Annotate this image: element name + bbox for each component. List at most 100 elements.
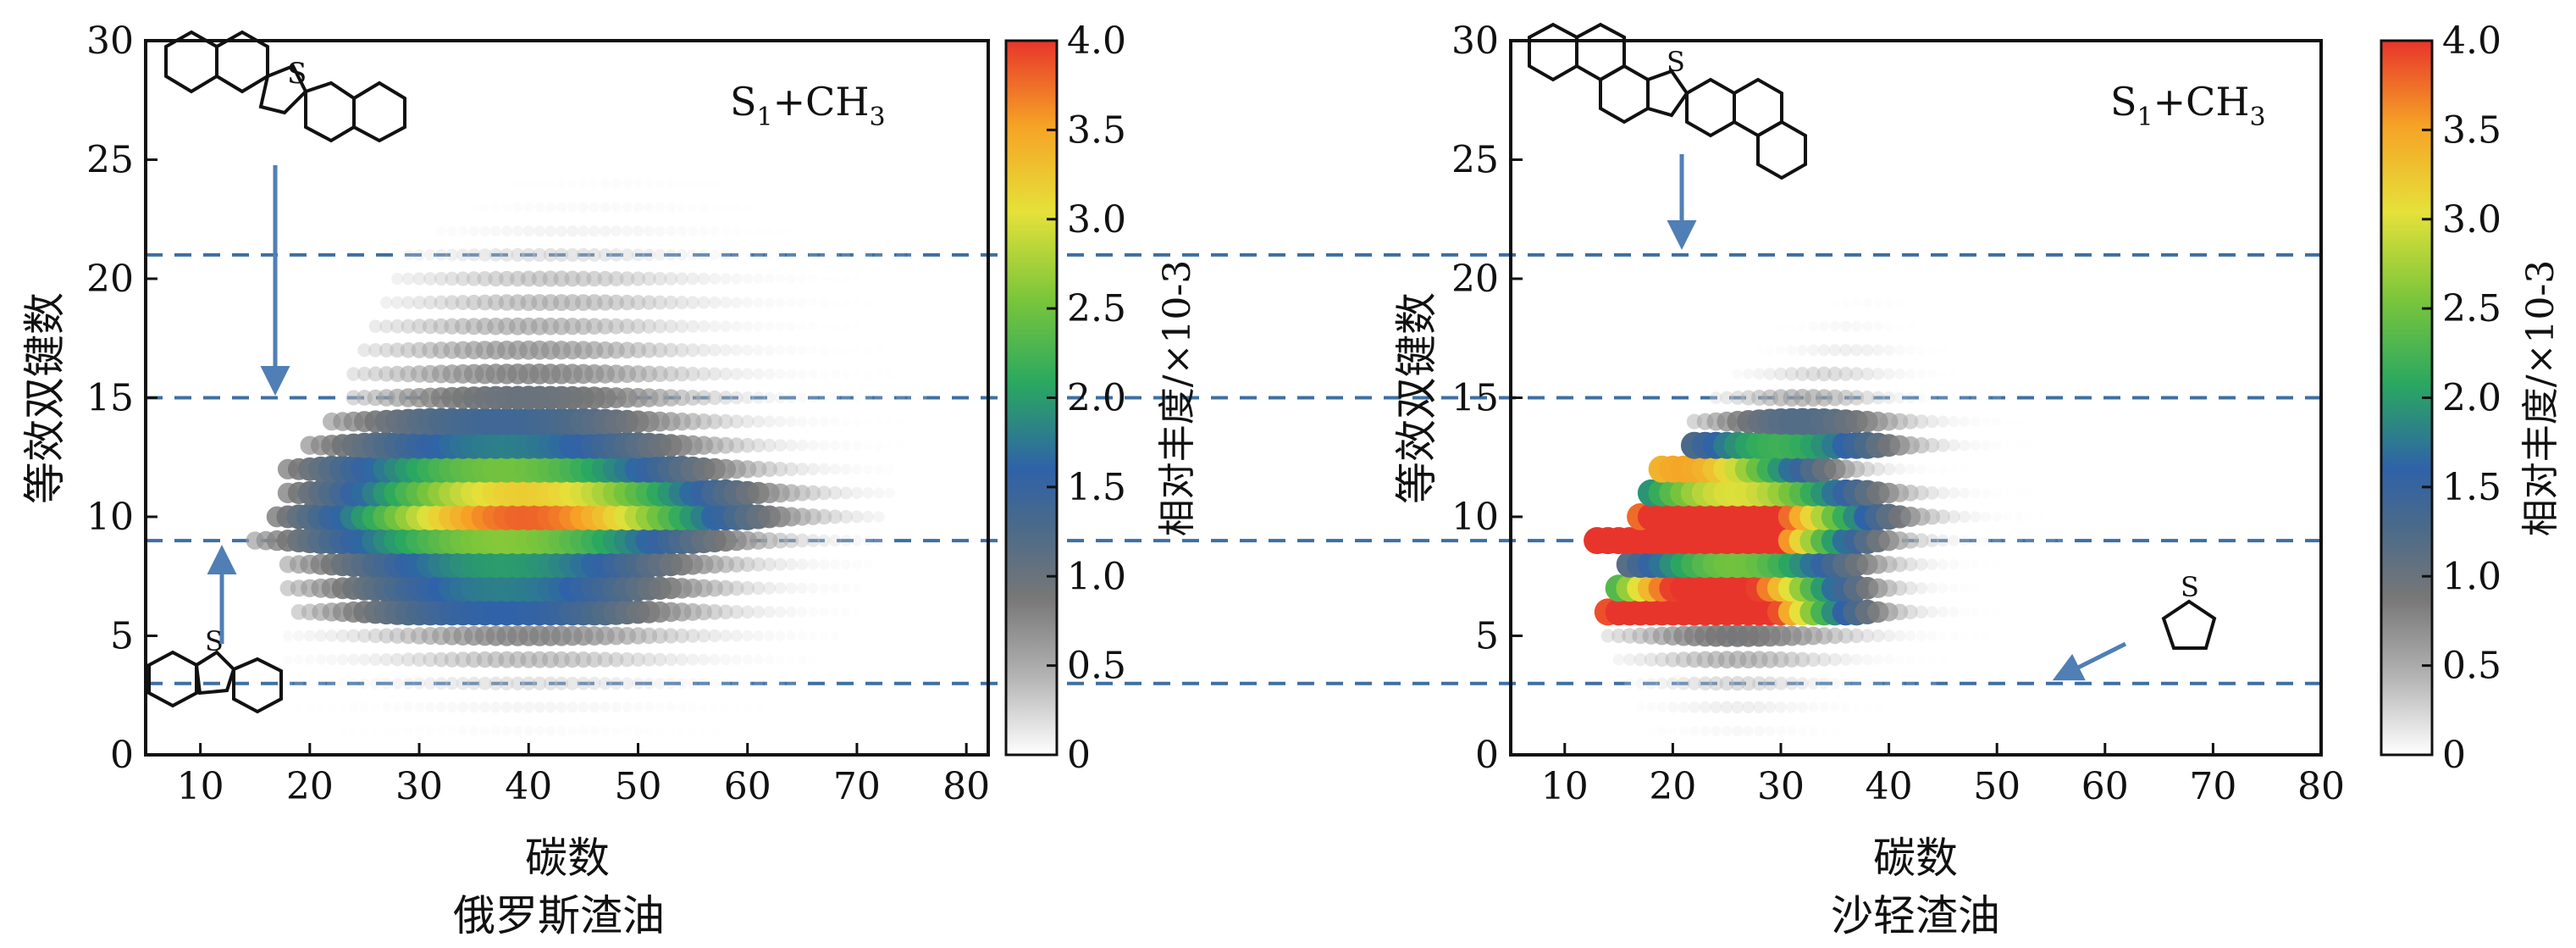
data-point [423,272,437,286]
data-point [402,249,414,261]
data-point [885,322,894,331]
data-point [1916,679,1926,688]
data-point [1644,652,1658,667]
data-point [772,462,788,477]
data-point [807,583,819,594]
data-point [841,392,851,403]
data-point [1851,702,1861,712]
data-point [786,297,797,308]
data-point [709,653,721,666]
data-point [1861,654,1873,666]
data-point [797,321,807,331]
x-tick-label: 70 [833,765,881,808]
data-point [1828,344,1841,357]
data-point [401,296,415,309]
data-point [1937,486,1949,500]
data-point [1927,679,1937,688]
data-point [785,439,798,452]
data-point [664,272,678,286]
data-point [1773,676,1788,690]
data-point [741,368,754,380]
data-point [709,273,721,285]
colorbar-ticks: 0 0.5 1.0 1.5 2.0 2.5 3.0 3.5 4.0 [2422,19,2501,777]
data-point [664,295,678,310]
data-point [664,319,678,334]
data-point [819,392,830,403]
data-point [1871,629,1885,643]
data-point [850,486,864,500]
data-point [829,535,842,547]
data-point [697,343,710,357]
data-point [630,319,646,335]
data-point [2025,535,2034,546]
data-point [743,702,752,712]
data-point [1938,464,1948,474]
x-tick-label: 30 [1757,765,1805,808]
data-point [675,319,688,334]
data-point [513,179,522,188]
data-point [544,701,556,713]
data-point [422,319,439,335]
data-point [1710,391,1722,404]
data-point [1949,464,1959,474]
data-point [773,557,788,571]
data-point [1776,345,1786,356]
data-point [696,367,711,381]
data-point [663,628,679,644]
data-point [831,202,840,212]
data-point [1949,346,1959,355]
data-point [862,535,874,546]
data-point [611,701,622,712]
data-point [775,297,786,308]
data-point [874,417,884,426]
data-point [754,702,763,712]
data-point [1646,726,1656,736]
x-tick-label: 50 [614,765,661,808]
data-point [423,651,438,668]
data-point [326,678,337,689]
data-point [368,319,383,334]
data-point [633,202,644,213]
x-axis-title: 碳数 [525,834,610,883]
data-point [819,297,829,308]
data-point [841,274,851,284]
data-point [1993,464,2002,474]
arrows [207,154,2127,681]
data-point [753,297,764,308]
data-point [478,248,492,262]
data-point [1851,678,1862,689]
data-point [808,655,818,664]
data-point [710,179,720,188]
data-point [589,701,600,713]
data-point [732,226,742,236]
data-point [456,248,470,262]
data-point [1892,580,1908,596]
data-point [622,178,633,189]
data-point [556,202,567,213]
y-tick-label: 10 [1451,496,1499,539]
data-point [862,487,874,499]
data-point [808,274,818,284]
data-point [1916,345,1926,355]
data-point [1872,321,1883,332]
data-point [1905,679,1915,688]
data-point [775,654,786,665]
data-point [1971,631,1980,640]
data-point [1678,726,1689,736]
data-point [798,202,807,212]
data-point [316,726,325,736]
data-point [695,413,712,430]
data-point [741,391,755,404]
data-point [456,271,471,286]
data-point [751,557,766,572]
data-point [1992,417,2002,427]
data-point [688,202,698,213]
dibenzothiophene-icon: S [147,625,283,714]
data-point [907,298,916,308]
data-point [699,202,709,213]
data-point [327,702,337,712]
data-point [479,701,491,713]
data-point [436,726,446,736]
data-point [533,676,547,690]
data-point [512,202,523,213]
